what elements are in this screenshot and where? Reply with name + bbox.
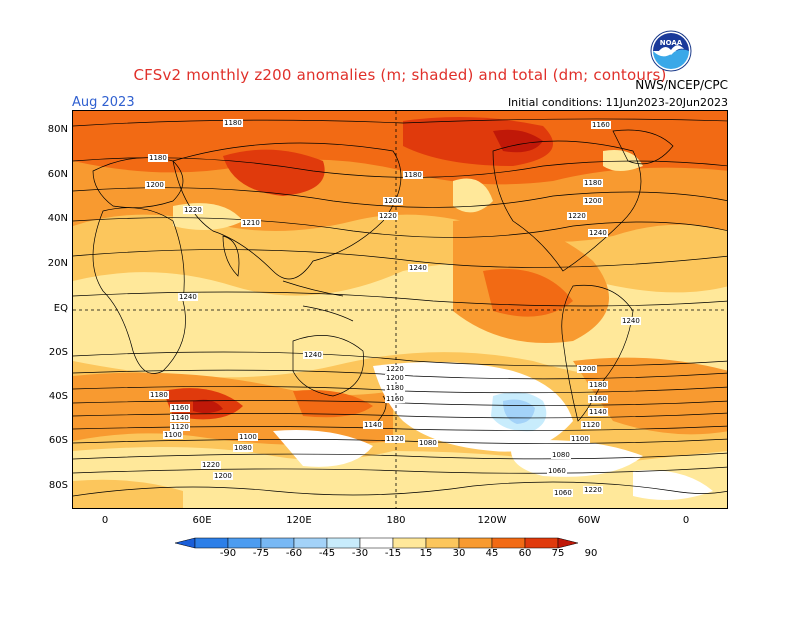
contour-label: 1160	[385, 395, 405, 403]
contour-label: 1140	[588, 408, 608, 416]
colorbar-segment	[392, 537, 427, 549]
longitude-label: 120E	[286, 515, 312, 526]
longitude-label: 120W	[477, 515, 507, 526]
colorbar-segment	[326, 537, 361, 549]
contour-label: 1240	[178, 293, 198, 301]
contour-label: 1180	[385, 384, 405, 392]
contour-label: 1140	[363, 421, 383, 429]
contour-label: 1200	[583, 197, 603, 205]
longitude-label: 60W	[577, 515, 601, 526]
contour-label: 1180	[588, 381, 608, 389]
contour-label: 1100	[163, 431, 183, 439]
colorbar-segment	[227, 537, 262, 549]
colorbar-segment	[260, 537, 295, 549]
contour-label: 1180	[223, 119, 243, 127]
colorbar-segment	[293, 537, 328, 549]
colorbar-tick-label: -60	[285, 548, 303, 559]
colorbar-segment	[194, 537, 229, 549]
contour-label: 1120	[385, 435, 405, 443]
contour-label: 1160	[588, 395, 608, 403]
contour-label: 1220	[201, 461, 221, 469]
noaa-logo-icon: NOAA	[650, 30, 692, 72]
contour-label: 1240	[303, 351, 323, 359]
contour-label: 1140	[170, 414, 190, 422]
contour-label: 1200	[145, 181, 165, 189]
latitude-label: 20N	[47, 258, 68, 269]
contour-label: 1080	[233, 444, 253, 452]
contour-label: 1180	[403, 171, 423, 179]
colorbar-segment	[491, 537, 526, 549]
contour-label: 1160	[170, 404, 190, 412]
latitude-label: EQ	[53, 303, 68, 314]
longitude-label: 60E	[192, 515, 212, 526]
contour-label: 1180	[583, 179, 603, 187]
contour-label: 1100	[570, 435, 590, 443]
colorbar-tick-label: -75	[252, 548, 270, 559]
contour-label: 1100	[238, 433, 258, 441]
latitude-label: 80N	[47, 124, 68, 135]
contour-label: 1220	[378, 212, 398, 220]
initial-conditions: Initial conditions: 11Jun2023-20Jun2023	[507, 96, 728, 109]
colorbar-tick-label: 15	[419, 548, 433, 559]
longitude-label: 0	[101, 515, 109, 526]
contour-label: 1200	[577, 365, 597, 373]
colorbar-segment	[359, 537, 394, 549]
anomaly-map: 1180 1180 1200 1220 1210 1180 1200 1220 1240 1240…	[72, 110, 728, 509]
longitude-label: 0	[682, 515, 690, 526]
contour-label: 1120	[170, 423, 190, 431]
contour-label: 1200	[383, 197, 403, 205]
latitude-label: 40S	[48, 391, 68, 402]
contour-label: 1220	[567, 212, 587, 220]
latitude-label: 80S	[48, 480, 68, 491]
contour-label: 1060	[547, 467, 567, 475]
contour-label: 1220	[183, 206, 203, 214]
contour-label: 1060	[553, 489, 573, 497]
colorbar-segment	[425, 537, 460, 549]
contour-label: 1240	[621, 317, 641, 325]
colorbar-tick-label: 30	[452, 548, 466, 559]
latitude-label: 20S	[48, 347, 68, 358]
colorbar-tick-label: -90	[219, 548, 237, 559]
contour-label: 1180	[148, 154, 168, 162]
contour-label: 1180	[149, 391, 169, 399]
contour-label: 1160	[591, 121, 611, 129]
contour-label: 1240	[408, 264, 428, 272]
latitude-label: 60S	[48, 435, 68, 446]
colorbar-tick-label: 75	[551, 548, 565, 559]
longitude-label: 180	[386, 515, 406, 526]
colorbar-segment	[458, 537, 493, 549]
contour-label: 1200	[385, 374, 405, 382]
contour-label: 1240	[588, 229, 608, 237]
colorbar-arrow-right	[557, 537, 579, 549]
colorbar-tick-label: -30	[351, 548, 369, 559]
colorbar-tick-label: -15	[384, 548, 402, 559]
contour-label: 1210	[241, 219, 261, 227]
latitude-label: 60N	[47, 169, 68, 180]
colorbar-tick-label: 45	[485, 548, 499, 559]
contour-label: 1200	[213, 472, 233, 480]
latitude-label: 40N	[47, 213, 68, 224]
logo-text: NOAA	[660, 39, 683, 47]
contour-label: 1080	[418, 439, 438, 447]
agency-label: NWS/NCEP/CPC	[635, 78, 728, 92]
chart-title: CFSv2 monthly z200 anomalies (m; shaded)…	[133, 66, 667, 84]
colorbar-tick-label: 90	[584, 548, 598, 559]
contour-label: 1120	[581, 421, 601, 429]
colorbar-arrow-left	[175, 537, 196, 549]
forecast-month: Aug 2023	[72, 95, 135, 110]
contour-label: 1220	[385, 365, 405, 373]
colorbar-segment	[524, 537, 559, 549]
colorbar-tick-label: -45	[318, 548, 336, 559]
colorbar	[175, 537, 579, 549]
colorbar-tick-label: 60	[518, 548, 532, 559]
contour-label: 1080	[551, 451, 571, 459]
contour-label: 1220	[583, 486, 603, 494]
map-canvas	[73, 111, 727, 508]
